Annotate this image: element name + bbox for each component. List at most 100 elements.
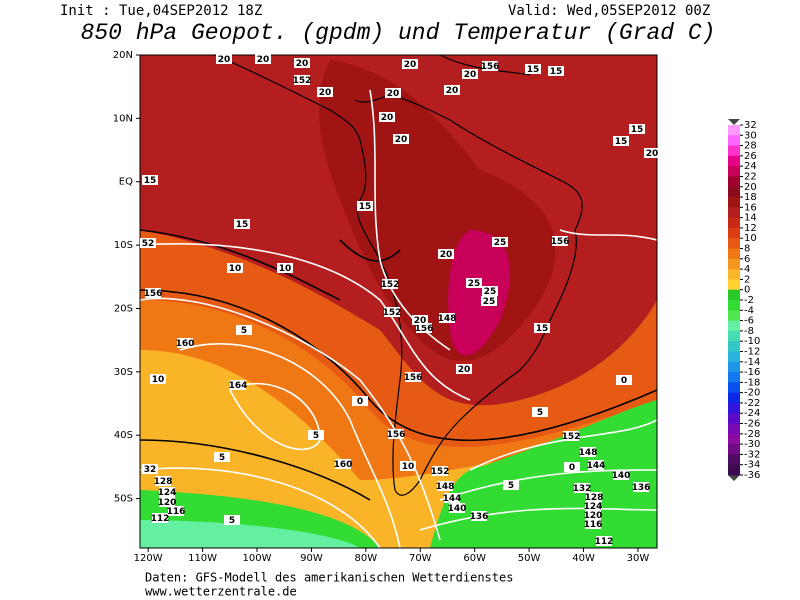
x-tick-label: 70W xyxy=(409,553,432,564)
contour-label-box xyxy=(236,325,252,335)
contour-label-box xyxy=(393,134,409,144)
contour-label-box xyxy=(317,87,333,97)
contour-label: 20 xyxy=(395,135,408,145)
contour-label-box xyxy=(588,460,604,470)
colorbar-label: 4 xyxy=(744,264,750,275)
contour-label: 10 xyxy=(152,375,165,385)
contour-label-box xyxy=(234,219,250,229)
contour-label: 20 xyxy=(319,88,332,98)
contour-label: 128 xyxy=(585,493,604,503)
colorbar-swatch xyxy=(728,145,740,157)
colorbar-label: 32 xyxy=(744,120,757,131)
contour-label: 152 xyxy=(431,467,450,477)
contour-label: 120 xyxy=(584,511,603,521)
contour-label-box xyxy=(388,429,404,439)
colorbar-swatch xyxy=(728,207,740,219)
colorbar-swatch xyxy=(728,269,740,280)
contour-label-box xyxy=(357,201,373,211)
contour-label: 124 xyxy=(584,502,603,512)
colorbar-swatch xyxy=(728,176,740,188)
contour-label: 0 xyxy=(621,376,627,386)
x-tick-label: 110W xyxy=(188,553,217,564)
contour-label-box xyxy=(580,447,596,457)
contour-label: 5 xyxy=(229,516,235,526)
contour-label-box xyxy=(444,493,460,503)
contour-label-box xyxy=(481,296,497,306)
contour-label-box xyxy=(444,85,460,95)
contour-label: 20 xyxy=(296,59,309,69)
x-tick-label: 40W xyxy=(572,553,595,564)
contour-label-box xyxy=(449,503,465,513)
colorbar-swatch xyxy=(728,217,740,229)
contour-label-box xyxy=(439,313,455,323)
contour-label: 15 xyxy=(359,202,372,212)
contour-label: 160 xyxy=(334,460,353,470)
contour-label: 112 xyxy=(151,514,170,524)
contour-label: 148 xyxy=(438,314,457,324)
colorbar-label: -14 xyxy=(744,357,760,368)
colorbar-swatch xyxy=(728,433,740,445)
map-frame xyxy=(139,54,658,549)
map-area xyxy=(140,55,657,548)
contour-label: 20 xyxy=(257,55,270,65)
contour-label: 156 xyxy=(387,430,406,440)
contour-label: 10 xyxy=(229,264,242,274)
contour-label-box xyxy=(142,175,158,185)
y-tick-label: 30S xyxy=(114,367,133,378)
contour-label: 10 xyxy=(402,462,415,472)
contour-label: 148 xyxy=(579,448,598,458)
contour-label: 15 xyxy=(536,324,549,334)
contour-label: 20 xyxy=(646,149,659,159)
contour-label-box xyxy=(385,88,401,98)
colorbar-label: 8 xyxy=(744,244,750,255)
contour-label: 140 xyxy=(448,504,467,514)
colorbar-swatch xyxy=(728,197,740,208)
contour-label: 52 xyxy=(142,239,155,249)
colorbar-label: -26 xyxy=(744,419,760,430)
contour-label-box xyxy=(177,338,193,348)
geopotential-contours xyxy=(140,89,657,548)
contour-label-box xyxy=(159,497,175,507)
contour-label: 20 xyxy=(458,365,471,375)
contour-label: 136 xyxy=(470,512,489,522)
y-tick-label: 50S xyxy=(114,494,133,505)
colorbar-swatch xyxy=(728,341,740,352)
contour-label: 144 xyxy=(587,461,606,471)
x-tick-label: 100W xyxy=(243,553,272,564)
contour-label-box xyxy=(216,54,232,64)
contour-label: 160 xyxy=(176,339,195,349)
contour-label-box xyxy=(255,54,271,64)
contour-label: 112 xyxy=(595,537,614,547)
colorbar-swatch xyxy=(728,330,740,342)
contour-label-box xyxy=(585,501,601,511)
colorbar-swatch xyxy=(728,279,740,291)
y-tick-label: 40S xyxy=(114,430,133,441)
colorbar-label: -4 xyxy=(744,305,754,316)
contour-label-box xyxy=(525,64,541,74)
y-tick-label: 20N xyxy=(113,50,133,61)
contour-label-box xyxy=(416,323,432,333)
contour-label: 0 xyxy=(357,397,363,407)
footer-url: www.wetterzentrale.de xyxy=(145,585,297,599)
contour-label-box xyxy=(145,288,161,298)
contour-label-box xyxy=(532,407,548,417)
contour-label-box xyxy=(482,286,498,296)
contour-label: 15 xyxy=(550,67,563,77)
colorbar-label: -24 xyxy=(744,408,760,419)
colorbar-swatch xyxy=(728,351,740,363)
contour-label: 5 xyxy=(219,453,225,463)
contour-label: 20 xyxy=(387,89,400,99)
contour-label: 152 xyxy=(383,308,402,318)
colorbar-label: -12 xyxy=(744,346,760,357)
contour-label: 25 xyxy=(484,287,497,297)
x-tick-label: 50W xyxy=(518,553,541,564)
x-tick-label: 30W xyxy=(627,553,650,564)
colorbar-swatch xyxy=(728,454,740,466)
contour-label: 25 xyxy=(483,297,496,307)
contour-label-box xyxy=(382,279,398,289)
colorbar-label: 16 xyxy=(744,202,757,213)
contour-label-box xyxy=(335,459,351,469)
contour-label: 124 xyxy=(158,488,177,498)
contour-label: 120 xyxy=(158,498,177,508)
contour-label-box xyxy=(400,461,416,471)
